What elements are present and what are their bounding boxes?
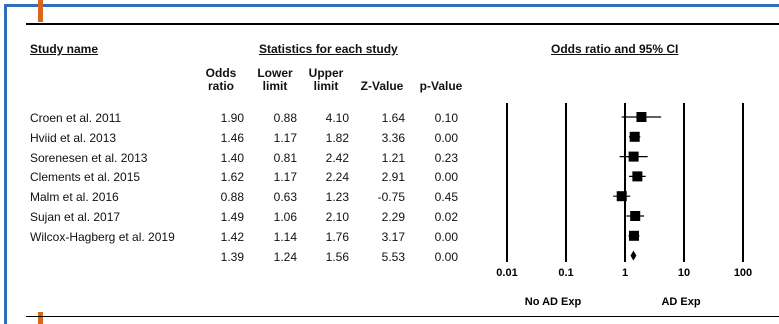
row-upper-value: 2.10 [325,210,349,224]
row-lower-value: 1.14 [273,229,297,244]
row-z-value: 3.36 [381,130,405,145]
accent-bar-top [38,0,43,22]
header-study-name: Study name [30,42,99,56]
tick-label: 10 [678,267,690,279]
row-z-value: -0.75 [377,190,405,205]
row-or-value: 1.42 [220,229,244,244]
col-upper-limit-line1: Upper [308,66,344,80]
row-upper-value: 2.42 [325,150,349,165]
table-top-rule [26,23,779,25]
row-z-value: 2.91 [381,170,405,185]
col-odds-ratio-line1: Odds [205,66,237,80]
row-lower-value: 1.06 [273,210,297,224]
tick-label: 1 [622,267,628,279]
row-z-value: 1.21 [381,150,405,165]
row-upper-value: 1.76 [325,229,349,244]
row-lower-value: 1.17 [273,130,297,145]
point-estimate-box [616,191,627,202]
tick-label: 0.1 [558,267,573,279]
col-p-value: p-Value [419,79,463,93]
point-estimate-box [632,171,643,182]
row-upper-value: 1.82 [325,130,349,145]
row-study-name: Sujan et al. 2017 [30,210,121,224]
row-or-value: 1.49 [220,210,244,224]
row-upper-value: 1.56 [325,249,349,264]
point-estimate-box [628,230,639,241]
row-or-value: 0.88 [220,190,244,205]
header-statistics: Statistics for each study [259,42,398,56]
row-study-name: Croen et al. 2011 [30,111,122,125]
col-lower-limit-line2: limit [262,79,288,93]
summary-diamond [630,250,637,261]
col-lower-limit-line1: Lower [257,66,293,80]
row-lower-value: 1.24 [273,249,297,264]
direction-label-left: No AD Exp [525,296,582,308]
row-or-value: 1.40 [220,150,244,165]
row-study-name: Clements et al. 2015 [30,170,141,185]
col-odds-ratio-line2: ratio [207,79,234,93]
tick-label: 0.01 [496,267,517,279]
col-upper-limit-line2: limit [313,79,339,93]
col-z-value: Z-Value [360,79,404,93]
direction-label-right: AD Exp [661,296,700,308]
row-or-value: 1.39 [220,249,244,264]
row-or-value: 1.62 [220,170,244,185]
row-p-value: 0.02 [434,210,458,224]
table-bottom-rule [26,316,779,317]
row-or-value: 1.90 [220,111,244,125]
row-study-name: Malm et al. 2016 [30,190,119,205]
point-estimate-box [630,211,641,221]
point-estimate-box [636,112,647,122]
row-p-value: 0.00 [434,249,458,264]
row-p-value: 0.00 [434,130,458,145]
row-upper-value: 1.23 [325,190,349,205]
row-p-value: 0.00 [434,229,458,244]
row-lower-value: 0.63 [273,190,297,205]
col-upper-limit: Upper limit [301,67,351,93]
col-lower-limit: Lower limit [250,67,300,93]
row-p-value: 0.10 [434,111,458,125]
row-study-name: Hviid et al. 2013 [30,130,117,145]
tick-label: 100 [734,267,752,279]
header-odds-ratio-ci: Odds ratio and 95% CI [551,42,679,56]
row-z-value: 2.29 [381,210,405,224]
row-or-value: 1.46 [220,130,244,145]
row-lower-value: 0.88 [273,111,297,125]
row-study-name: Wilcox-Hagberg et al. 2019 [30,229,175,244]
row-upper-value: 2.24 [325,170,349,185]
row-study-name: Sorenesen et al. 2013 [30,150,148,165]
col-odds-ratio: Odds ratio [196,67,246,93]
row-p-value: 0.23 [434,150,458,165]
row-p-value: 0.45 [434,190,458,205]
row-p-value: 0.00 [434,170,458,185]
row-lower-value: 1.17 [273,170,297,185]
accent-bar-bottom [38,312,43,324]
point-estimate-box [629,131,640,142]
row-z-value: 1.64 [381,111,405,125]
row-lower-value: 0.81 [273,150,297,165]
row-upper-value: 4.10 [325,111,349,125]
row-z-value: 5.53 [381,249,405,264]
row-z-value: 3.17 [381,229,405,244]
point-estimate-box [628,151,639,162]
figure-frame [4,4,779,324]
